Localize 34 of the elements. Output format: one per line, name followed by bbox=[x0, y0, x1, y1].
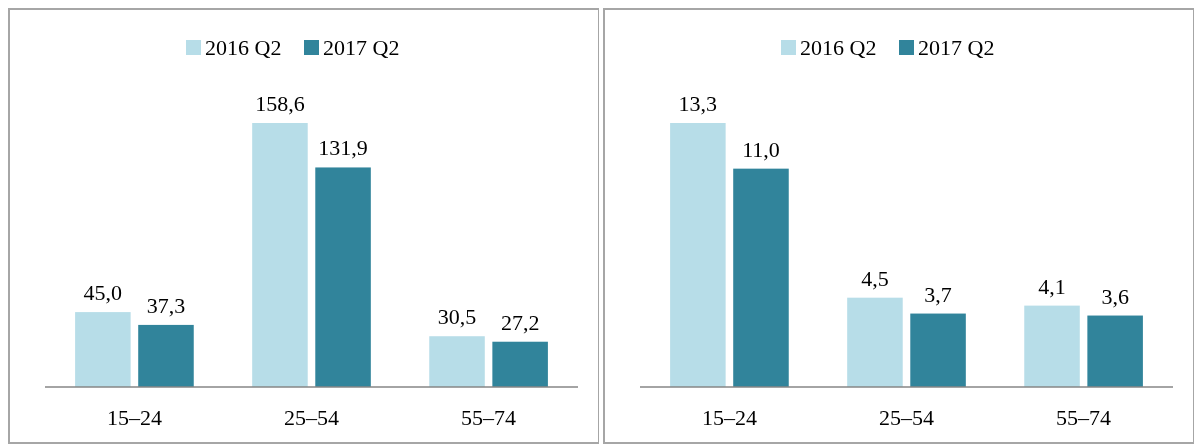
data-label: 30,5 bbox=[437, 304, 477, 330]
legend-label: 2017 Q2 bbox=[323, 35, 400, 60]
bar bbox=[847, 297, 903, 387]
data-label: 11,0 bbox=[742, 136, 780, 162]
x-tick-label: 55–74 bbox=[461, 405, 517, 430]
bar bbox=[315, 167, 371, 387]
x-tick-label: 25–54 bbox=[879, 405, 934, 430]
data-label: 3,6 bbox=[1101, 283, 1129, 309]
bar bbox=[252, 123, 308, 387]
bar bbox=[492, 341, 548, 387]
data-label: 13,3 bbox=[678, 91, 718, 116]
x-tick-label: 15–24 bbox=[701, 405, 757, 430]
data-label: 158,6 bbox=[255, 91, 305, 116]
x-tick-label: 15–24 bbox=[106, 405, 162, 430]
bar bbox=[138, 324, 194, 387]
data-label: 3,7 bbox=[924, 281, 952, 307]
data-label: 4,5 bbox=[861, 265, 889, 291]
data-label: 131,9 bbox=[318, 135, 368, 161]
legend-label: 2016 Q2 bbox=[205, 35, 282, 60]
x-tick-label: 25–54 bbox=[284, 405, 339, 430]
bar bbox=[733, 168, 789, 387]
bar bbox=[670, 123, 726, 387]
legend-label: 2017 Q2 bbox=[918, 35, 995, 60]
data-label: 37,3 bbox=[146, 292, 186, 318]
bar bbox=[429, 336, 485, 387]
data-label: 4,1 bbox=[1038, 273, 1066, 299]
data-label: 27,2 bbox=[500, 309, 540, 335]
bar bbox=[910, 313, 966, 387]
bar bbox=[75, 312, 131, 387]
legend-label: 2016 Q2 bbox=[800, 35, 877, 60]
data-label: 45,0 bbox=[83, 280, 123, 306]
x-tick-label: 55–74 bbox=[1056, 405, 1112, 430]
bar bbox=[1024, 305, 1080, 387]
bar bbox=[1087, 315, 1143, 387]
